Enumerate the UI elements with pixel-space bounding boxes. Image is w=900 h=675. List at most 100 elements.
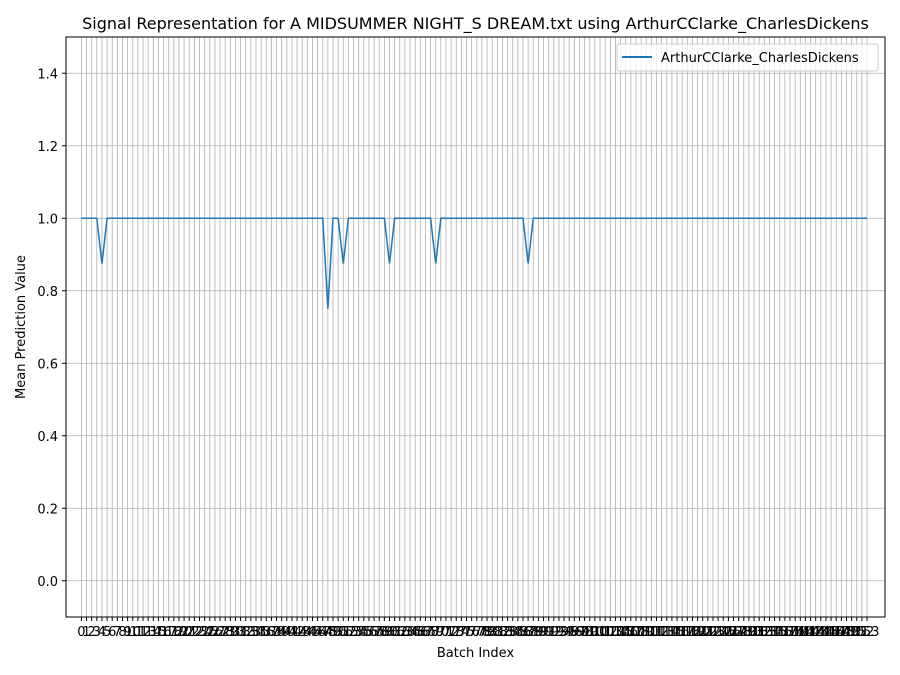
x-tick-label: 62	[391, 625, 408, 640]
x-tick-label: 4	[98, 625, 106, 640]
x-tick-label: 9	[123, 625, 131, 640]
x-tick-label: 87	[520, 625, 537, 640]
x-tick-label: 29	[222, 625, 239, 640]
x-tick-label: 52	[340, 625, 357, 640]
x-tick-label: 80	[484, 625, 501, 640]
x-tick-label: 101	[588, 625, 613, 640]
x-tick-label: 96	[566, 625, 583, 640]
x-tick-label: 102	[593, 625, 618, 640]
x-tick-label: 11	[130, 625, 147, 640]
x-tick-label: 83	[499, 625, 516, 640]
y-tick-label: 0.8	[37, 285, 58, 300]
x-tick-label: 30	[227, 625, 244, 640]
x-tick-label: 125	[711, 625, 736, 640]
x-tick-label: 151	[844, 625, 869, 640]
x-tick-label: 128	[726, 625, 751, 640]
x-tick-label: 73	[448, 625, 465, 640]
x-tick-label: 82	[494, 625, 511, 640]
x-tick-label: 123	[701, 625, 726, 640]
x-tick-label: 24	[196, 625, 213, 640]
x-tick-label: 105	[608, 625, 633, 640]
x-tick-label: 99	[581, 625, 598, 640]
x-tick-label: 116	[665, 625, 690, 640]
x-tick-label: 54	[350, 625, 367, 640]
x-tick-label: 16	[155, 625, 172, 640]
x-tick-label: 32	[237, 625, 254, 640]
x-tick-label: 74	[453, 625, 470, 640]
y-tick-label: 0.0	[37, 575, 58, 590]
x-tick-label: 71	[438, 625, 455, 640]
x-tick-label: 115	[659, 625, 684, 640]
x-tick-label: 53	[345, 625, 362, 640]
x-tick-label: 145	[814, 625, 839, 640]
series-line	[81, 217, 868, 309]
x-tick-label: 5	[103, 625, 111, 640]
x-tick-label: 10	[124, 625, 141, 640]
x-tick-label: 1	[82, 625, 90, 640]
x-tick-label: 149	[834, 625, 859, 640]
x-tick-label: 95	[561, 625, 578, 640]
x-tick-label: 110	[634, 625, 659, 640]
series-layer	[81, 217, 868, 309]
x-tick-label: 0	[77, 625, 85, 640]
x-tick-label: 22	[186, 625, 203, 640]
x-tick-label: 113	[649, 625, 674, 640]
x-tick-label: 139	[783, 625, 808, 640]
x-tick-label: 39	[273, 625, 290, 640]
chart-title: Signal Representation for A MIDSUMMER NI…	[82, 14, 869, 34]
x-tick-label: 132	[747, 625, 772, 640]
x-tick-label: 124	[706, 625, 731, 640]
x-tick-label: 133	[752, 625, 777, 640]
y-tick-label: 1.4	[37, 67, 58, 82]
x-tick-label: 49	[325, 625, 342, 640]
legend: ArthurCClarke_CharlesDickens	[616, 43, 879, 72]
x-tick-label: 59	[376, 625, 393, 640]
x-gridlines	[81, 37, 868, 617]
x-axis-label: Batch Index	[437, 646, 515, 661]
x-tick-label: 27	[212, 625, 229, 640]
x-tick-label: 65	[407, 625, 424, 640]
x-tick-label: 61	[386, 625, 403, 640]
y-tick-label: 1.2	[37, 140, 58, 155]
x-tick-label: 152	[849, 625, 874, 640]
x-tick-label: 64	[402, 625, 419, 640]
x-tick-label: 51	[335, 625, 352, 640]
x-tick-label: 153	[855, 625, 880, 640]
legend-entry-label: ArthurCClarke_CharlesDickens	[661, 51, 859, 66]
x-tick-label: 138	[778, 625, 803, 640]
x-tick-label: 25	[202, 625, 219, 640]
x-tick-label: 104	[603, 625, 628, 640]
x-tick-label: 137	[772, 625, 797, 640]
x-tick-label: 103	[598, 625, 623, 640]
x-tick-label: 46	[309, 625, 326, 640]
x-tick-label: 136	[767, 625, 792, 640]
x-tick-label: 81	[489, 625, 506, 640]
x-tick-label: 90	[535, 625, 552, 640]
x-tick-label: 120	[685, 625, 710, 640]
x-tick-label: 106	[613, 625, 638, 640]
x-tick-label: 33	[243, 625, 260, 640]
x-tick-label: 18	[166, 625, 183, 640]
x-tick-label: 14	[145, 625, 162, 640]
x-tick-label: 148	[829, 625, 854, 640]
x-tick-label: 44	[299, 625, 316, 640]
x-tick-label: 20	[176, 625, 193, 640]
x-tick-label: 147	[824, 625, 849, 640]
x-tick-label: 112	[644, 625, 669, 640]
x-tick-label: 114	[654, 625, 679, 640]
x-tick-label: 37	[263, 625, 280, 640]
x-tick-label: 17	[160, 625, 177, 640]
x-tick-label: 146	[819, 625, 844, 640]
x-tick-label: 134	[757, 625, 782, 640]
x-tick-label: 12	[135, 625, 152, 640]
x-tick-label: 40	[279, 625, 296, 640]
x-tick-label: 13	[140, 625, 157, 640]
x-tick-label: 91	[540, 625, 557, 640]
x-tick-label: 117	[670, 625, 695, 640]
x-tick-label: 79	[479, 625, 496, 640]
x-tick-label: 42	[289, 625, 306, 640]
y-axis-label: Mean Prediction Value	[14, 255, 29, 399]
x-tick-label: 129	[731, 625, 756, 640]
x-tick-label: 122	[695, 625, 720, 640]
x-tick-label: 119	[680, 625, 705, 640]
